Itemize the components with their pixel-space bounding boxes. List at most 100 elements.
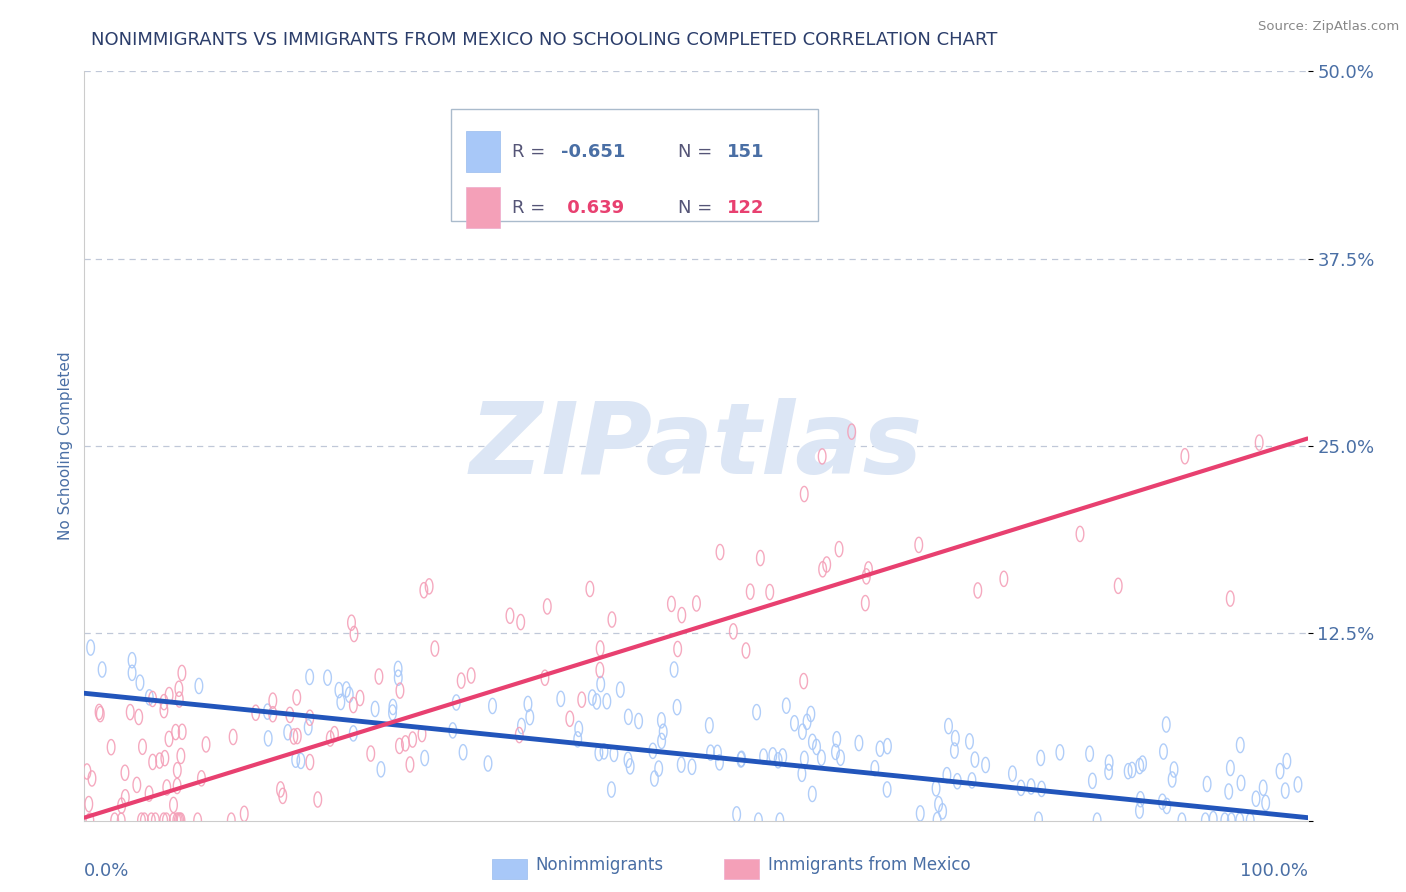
Point xyxy=(772,749,794,764)
Point xyxy=(1129,759,1152,773)
Point xyxy=(450,673,472,688)
Point xyxy=(125,778,148,792)
Point xyxy=(187,814,209,828)
Point xyxy=(863,761,886,775)
Point xyxy=(550,691,572,706)
Point xyxy=(801,787,824,801)
Point xyxy=(290,754,312,768)
Point xyxy=(166,814,188,828)
Point xyxy=(697,718,720,732)
Point xyxy=(758,585,780,599)
Point xyxy=(769,814,792,828)
Point xyxy=(793,674,815,689)
Point xyxy=(155,814,177,828)
Point xyxy=(283,730,305,744)
Point xyxy=(1219,591,1241,606)
Point xyxy=(509,615,531,629)
Point xyxy=(1028,813,1050,827)
Point xyxy=(848,736,870,750)
Point xyxy=(567,732,589,747)
Point xyxy=(558,712,581,726)
Point xyxy=(412,583,434,598)
Point xyxy=(853,596,876,610)
Point xyxy=(121,665,143,680)
Text: R =: R = xyxy=(513,143,551,161)
Point xyxy=(876,782,898,797)
Point xyxy=(499,608,522,623)
Point xyxy=(142,755,165,769)
Point xyxy=(730,752,752,766)
Point xyxy=(747,814,769,828)
Point xyxy=(651,734,673,748)
Text: 100.0%: 100.0% xyxy=(1240,862,1308,880)
Point xyxy=(792,724,814,739)
Point xyxy=(938,719,960,733)
Point xyxy=(446,696,468,710)
Point xyxy=(153,703,176,717)
Text: N =: N = xyxy=(678,143,717,161)
Point xyxy=(413,751,436,765)
Text: -0.651: -0.651 xyxy=(561,143,626,161)
Point xyxy=(811,562,834,576)
Point xyxy=(671,608,693,623)
Point xyxy=(411,727,433,741)
Point xyxy=(77,797,100,811)
Point xyxy=(329,695,352,709)
Point xyxy=(516,697,538,711)
Point xyxy=(596,694,619,708)
Point xyxy=(343,627,366,641)
Point xyxy=(166,763,188,777)
Point xyxy=(1194,814,1216,828)
Point xyxy=(1031,781,1053,796)
Point xyxy=(617,710,640,724)
Point xyxy=(222,730,245,744)
Point xyxy=(960,773,983,788)
Point xyxy=(806,739,828,754)
Point xyxy=(79,814,101,828)
Point xyxy=(120,705,142,719)
Point xyxy=(381,706,404,720)
Point xyxy=(579,582,602,596)
Point xyxy=(172,724,194,739)
Point xyxy=(685,597,707,611)
Point xyxy=(671,757,693,772)
Point xyxy=(368,669,391,683)
Point xyxy=(801,735,824,749)
Point xyxy=(270,782,292,797)
Point xyxy=(925,781,948,796)
Point xyxy=(699,746,721,760)
Point xyxy=(262,693,284,707)
Point xyxy=(581,690,603,705)
Point xyxy=(451,745,474,759)
Point xyxy=(1001,766,1024,780)
Point xyxy=(643,772,665,786)
Point xyxy=(1132,756,1154,771)
Point xyxy=(1152,795,1174,809)
Point xyxy=(323,727,346,741)
Point xyxy=(943,731,966,746)
Point xyxy=(1213,814,1236,828)
Point xyxy=(723,624,745,639)
Point xyxy=(187,679,209,693)
Point xyxy=(342,726,364,740)
Point xyxy=(1107,579,1129,593)
Point xyxy=(418,579,440,593)
Point xyxy=(600,613,623,627)
Point xyxy=(800,706,823,721)
Point xyxy=(245,706,267,720)
Point xyxy=(1171,814,1194,828)
Point xyxy=(1078,747,1101,761)
Point xyxy=(762,748,785,763)
Point xyxy=(1010,780,1032,795)
Point xyxy=(828,542,851,557)
Point xyxy=(297,720,319,734)
Point xyxy=(128,710,150,724)
Point xyxy=(908,806,931,821)
Point xyxy=(790,767,813,781)
Point xyxy=(619,759,641,773)
Point xyxy=(993,572,1015,586)
Point xyxy=(650,714,672,728)
Point xyxy=(360,747,382,761)
Point xyxy=(666,700,689,714)
Point xyxy=(749,551,772,566)
